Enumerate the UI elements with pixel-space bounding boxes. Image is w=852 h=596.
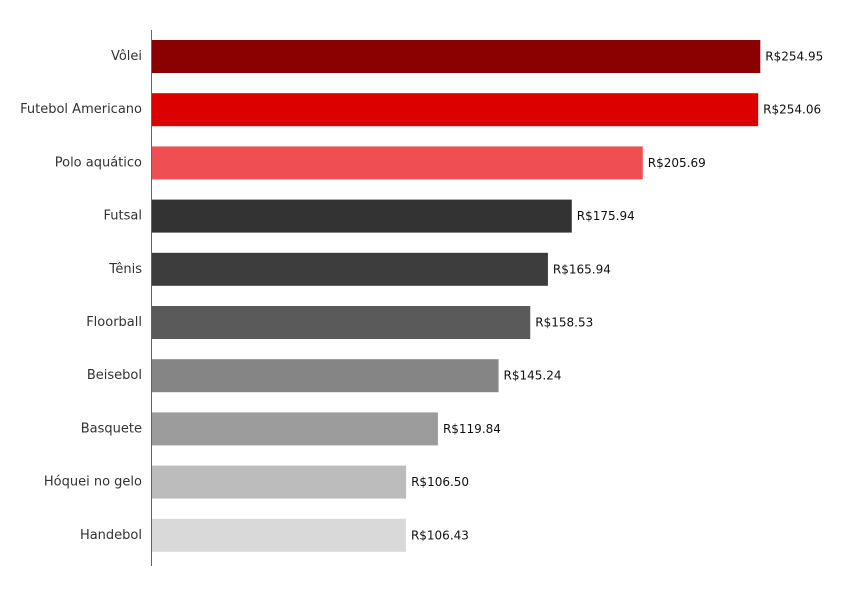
bar-9 bbox=[152, 465, 407, 499]
category-label-9: Hóquei no gelo bbox=[44, 475, 142, 490]
bar-4 bbox=[152, 199, 572, 233]
bar-3 bbox=[152, 146, 643, 180]
value-label-6: R$158.53 bbox=[535, 316, 593, 330]
value-label-8: R$119.84 bbox=[443, 422, 501, 436]
value-label-2: R$254.06 bbox=[763, 103, 821, 117]
value-label-1: R$254.95 bbox=[765, 50, 823, 64]
category-label-8: Basquete bbox=[81, 421, 142, 436]
category-label-10: Handebol bbox=[80, 528, 142, 543]
bar-6 bbox=[152, 306, 531, 339]
value-label-10: R$106.43 bbox=[411, 528, 469, 542]
value-label-9: R$106.50 bbox=[411, 475, 469, 489]
bar-1 bbox=[152, 40, 761, 73]
value-label-7: R$145.24 bbox=[504, 369, 562, 383]
category-label-4: Futsal bbox=[104, 209, 142, 224]
category-label-2: Futebol Americano bbox=[20, 102, 142, 117]
bar-8 bbox=[152, 412, 438, 446]
category-label-3: Polo aquático bbox=[55, 155, 142, 170]
bar-2 bbox=[152, 93, 759, 127]
value-label-4: R$175.94 bbox=[577, 209, 635, 223]
category-label-6: Floorball bbox=[86, 315, 142, 330]
labels-group: Vôlei R$254.95 Futebol Americano R$254.06 Po… bbox=[20, 49, 823, 543]
category-label-1: Vôlei bbox=[111, 49, 142, 64]
category-label-5: Tênis bbox=[108, 262, 142, 277]
category-label-7: Beisebol bbox=[87, 368, 142, 383]
bar-10 bbox=[152, 518, 406, 552]
value-label-5: R$165.94 bbox=[553, 262, 611, 276]
value-label-3: R$205.69 bbox=[648, 156, 706, 170]
bar-5 bbox=[152, 252, 548, 286]
bar-7 bbox=[152, 359, 499, 393]
bars-group bbox=[152, 40, 761, 552]
